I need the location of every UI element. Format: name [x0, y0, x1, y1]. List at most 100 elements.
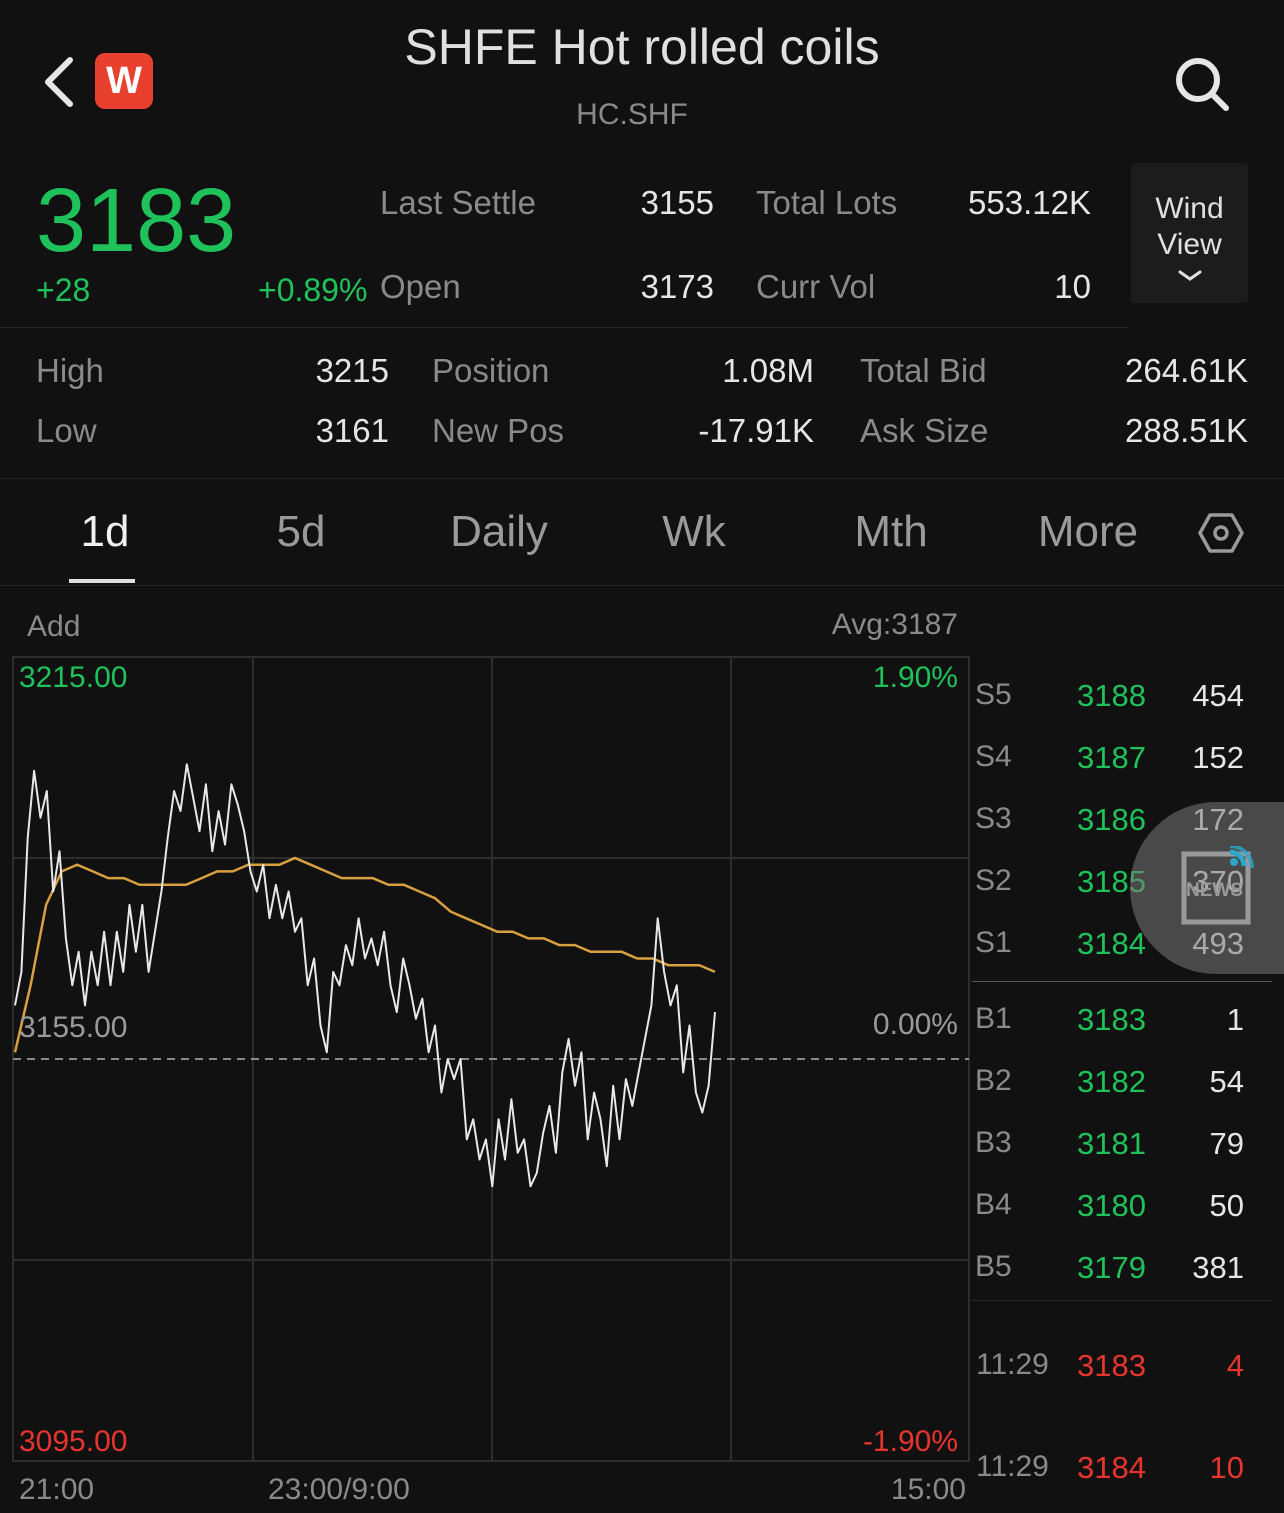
- ask-level-label: S3: [975, 802, 1012, 835]
- trade-tick-row: 11:29 3183 4: [972, 1348, 1284, 1408]
- new-pos-label: New Pos: [432, 412, 565, 449]
- tick-volume: 10: [1209, 1450, 1244, 1485]
- bid-row[interactable]: B4 3180 50: [972, 1180, 1284, 1242]
- app-header: W SHFE Hot rolled coils HC.SHF: [0, 0, 1284, 150]
- wind-view-button[interactable]: Wind View: [1131, 163, 1248, 303]
- ask-price: 3187: [1077, 740, 1146, 775]
- orderbook-divider: [972, 1300, 1272, 1301]
- last-price: 3183: [36, 171, 237, 271]
- bid-price: 3181: [1077, 1126, 1146, 1161]
- tick-time: 11:29: [976, 1348, 1049, 1381]
- page-title: SHFE Hot rolled coils: [404, 19, 880, 75]
- bid-level-label: B2: [975, 1064, 1012, 1097]
- bid-row[interactable]: B2 3182 54: [972, 1056, 1284, 1118]
- total-lots-value: 553.12K: [968, 184, 1091, 221]
- price-line: [14, 763, 716, 1188]
- ask-price: 3186: [1077, 802, 1146, 837]
- add-indicator-button[interactable]: Add: [27, 610, 81, 643]
- bid-volume: 1: [1226, 1002, 1244, 1037]
- news-icon-text: NEWS: [1186, 880, 1243, 901]
- bid-price: 3182: [1077, 1064, 1146, 1099]
- bid-price: 3183: [1077, 1002, 1146, 1037]
- x-label-start: 21:00: [19, 1473, 95, 1506]
- avg-price-line: [13, 856, 716, 1053]
- ask-row[interactable]: S4 3187 152: [972, 732, 1284, 794]
- bid-row[interactable]: B5 3179 381: [972, 1242, 1284, 1304]
- tab-daily[interactable]: Daily: [450, 507, 548, 556]
- y-label-top: 3215.00: [19, 661, 128, 694]
- bid-level-label: B1: [975, 1002, 1012, 1035]
- settings-hexagon-icon: [1198, 513, 1244, 553]
- tab-wk[interactable]: Wk: [662, 507, 726, 556]
- news-icon: NEWS: [1181, 846, 1254, 925]
- open-value: 3173: [640, 268, 714, 305]
- x-label-mid: 23:00/9:00: [268, 1473, 410, 1506]
- last-settle-label: Last Settle: [380, 184, 536, 221]
- chevron-left-icon: [45, 57, 73, 107]
- low-label: Low: [36, 412, 97, 449]
- chart-settings-button[interactable]: [1198, 510, 1244, 556]
- low-value: 3161: [315, 412, 389, 449]
- pct-label-top: 1.90%: [872, 661, 958, 694]
- tick-price: 3184: [1077, 1450, 1146, 1485]
- ask-volume: 454: [1192, 678, 1244, 713]
- tab-5d[interactable]: 5d: [276, 507, 326, 556]
- y-label-mid: 3155.00: [19, 1011, 128, 1044]
- wind-logo[interactable]: W: [95, 53, 153, 109]
- ask-level-label: S5: [975, 678, 1012, 711]
- curr-vol-value: 10: [1054, 268, 1091, 305]
- bid-row[interactable]: B1 3183 1: [972, 994, 1284, 1056]
- open-label: Open: [380, 268, 461, 305]
- intraday-chart[interactable]: [0, 650, 972, 1513]
- ask-volume: 152: [1192, 740, 1244, 775]
- price-change: +28: [36, 272, 91, 308]
- bid-volume: 54: [1209, 1064, 1244, 1099]
- search-button[interactable]: [1170, 54, 1234, 114]
- tab-1d[interactable]: 1d: [80, 507, 130, 556]
- ask-size-label: Ask Size: [860, 412, 989, 449]
- wind-view-line2: View: [1157, 228, 1222, 261]
- total-bid-label: Total Bid: [860, 352, 987, 389]
- tab-more[interactable]: More: [1037, 507, 1139, 556]
- price-change-pct: +0.89%: [258, 272, 368, 308]
- bid-volume: 50: [1209, 1188, 1244, 1223]
- trade-tick-row: 11:29 3184 10: [972, 1450, 1284, 1510]
- bid-volume: 79: [1209, 1126, 1244, 1161]
- x-label-end: 15:00: [890, 1473, 966, 1506]
- back-button[interactable]: [36, 54, 80, 110]
- tick-volume: 4: [1226, 1348, 1244, 1383]
- wind-view-line1: Wind: [1155, 192, 1224, 225]
- ask-level-label: S2: [975, 864, 1012, 897]
- ask-row[interactable]: S5 3188 454: [972, 670, 1284, 732]
- position-value: 1.08M: [722, 352, 814, 389]
- tick-time: 11:29: [976, 1450, 1049, 1483]
- ask-price: 3188: [1077, 678, 1146, 713]
- position-label: Position: [432, 352, 550, 389]
- bid-level-label: B5: [975, 1250, 1012, 1283]
- period-tabs: 1d 5d Daily Wk Mth More: [0, 478, 1284, 586]
- active-tab-indicator: [69, 579, 135, 583]
- pct-label-bottom: -1.90%: [862, 1425, 958, 1458]
- pct-label-mid: 0.00%: [872, 1008, 958, 1041]
- chevron-down-icon: [1178, 270, 1201, 281]
- bid-price: 3180: [1077, 1188, 1146, 1223]
- total-lots-label: Total Lots: [756, 184, 898, 221]
- ask-level-label: S4: [975, 740, 1012, 773]
- ask-level-label: S1: [975, 926, 1012, 959]
- y-label-bottom: 3095.00: [19, 1425, 128, 1458]
- bid-row[interactable]: B3 3181 79: [972, 1118, 1284, 1180]
- bid-volume: 381: [1192, 1250, 1244, 1285]
- ask-price: 3184: [1077, 926, 1146, 961]
- news-floating-button[interactable]: NEWS: [1130, 802, 1284, 974]
- bid-level-label: B4: [975, 1188, 1012, 1221]
- search-icon: [1176, 58, 1229, 111]
- high-label: High: [36, 352, 104, 389]
- tab-mth[interactable]: Mth: [854, 507, 928, 556]
- tick-price: 3183: [1077, 1348, 1146, 1383]
- last-settle-value: 3155: [640, 184, 714, 221]
- total-bid-value: 264.61K: [1125, 352, 1248, 389]
- avg-price-label: Avg:3187: [831, 608, 958, 641]
- curr-vol-label: Curr Vol: [756, 268, 876, 305]
- new-pos-value: -17.91K: [698, 412, 814, 449]
- bid-level-label: B3: [975, 1126, 1012, 1159]
